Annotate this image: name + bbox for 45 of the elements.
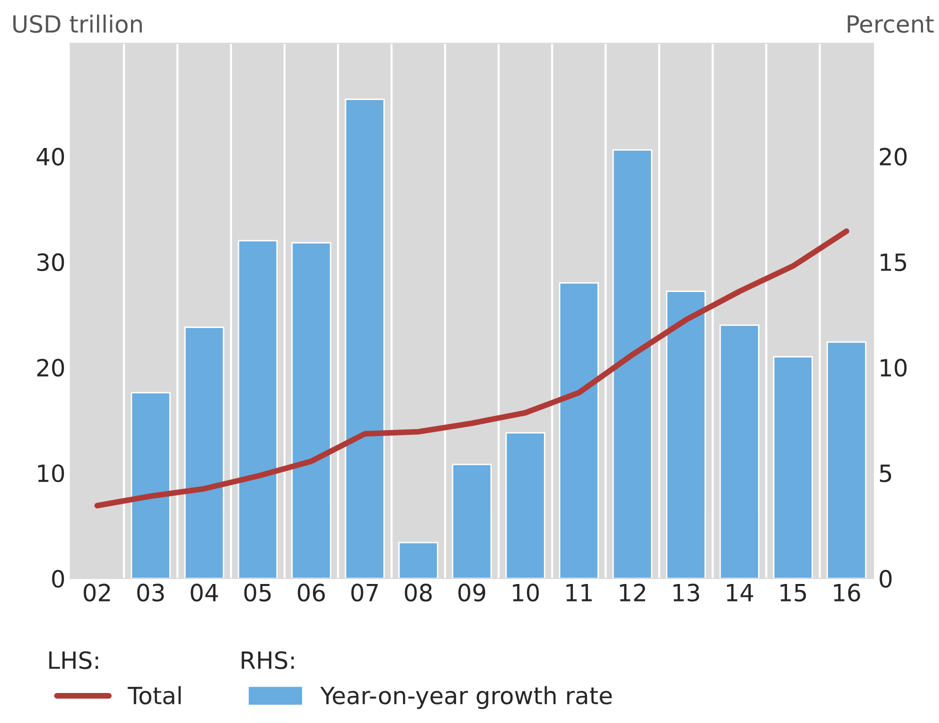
x-tick-label: 11 <box>566 584 592 602</box>
text: RHS: <box>242 651 294 670</box>
bar <box>826 341 866 578</box>
y2-tick-label: 10 <box>880 358 907 377</box>
y-tick-label: 0 <box>52 570 64 588</box>
bar <box>720 324 760 578</box>
x-tick-label: 08 <box>404 584 432 602</box>
y-tick-label: 20 <box>37 358 64 377</box>
bar <box>291 242 332 578</box>
x-tick-label: 12 <box>620 584 646 602</box>
bar <box>612 149 652 578</box>
bar <box>398 542 438 578</box>
bar <box>505 432 546 578</box>
y-tick-label: 10 <box>38 464 64 482</box>
y-tick-label: 30 <box>37 253 64 272</box>
x-tick-label: 14 <box>727 584 754 602</box>
y2-tick-label: 15 <box>880 254 906 272</box>
y-tick-label: 40 <box>36 148 64 166</box>
legend-label: Total <box>128 686 181 704</box>
x-tick-label: 02 <box>84 584 110 602</box>
bar <box>452 464 492 578</box>
x-tick-label: 05 <box>244 584 271 602</box>
x-tick-label: 10 <box>512 584 539 602</box>
y2-tick-label: 0 <box>880 570 892 588</box>
bar <box>666 290 706 578</box>
y2-tick-label: 20 <box>880 148 907 166</box>
text: LHS: <box>49 651 98 670</box>
x-tick-label: 16 <box>834 584 860 602</box>
x-tick-label: 04 <box>190 584 218 602</box>
x-tick-label: 13 <box>674 584 700 602</box>
legend-label: Year-on-year growth rate <box>320 686 612 709</box>
x-tick-label: 09 <box>458 584 486 602</box>
bar <box>558 282 599 578</box>
y-axis-title: USD trillion <box>13 14 142 33</box>
bar <box>773 356 813 578</box>
y2-tick-label: 5 <box>880 464 892 482</box>
x-tick-label: 15 <box>780 584 806 602</box>
x-tick-label: 06 <box>298 584 325 602</box>
bar <box>344 98 385 578</box>
bar <box>184 326 224 578</box>
bar <box>238 240 278 578</box>
y2-axis-title: Percent <box>848 15 934 33</box>
x-tick-label: 07 <box>351 584 378 602</box>
bar <box>130 392 171 578</box>
x-tick-label: 03 <box>137 584 164 602</box>
